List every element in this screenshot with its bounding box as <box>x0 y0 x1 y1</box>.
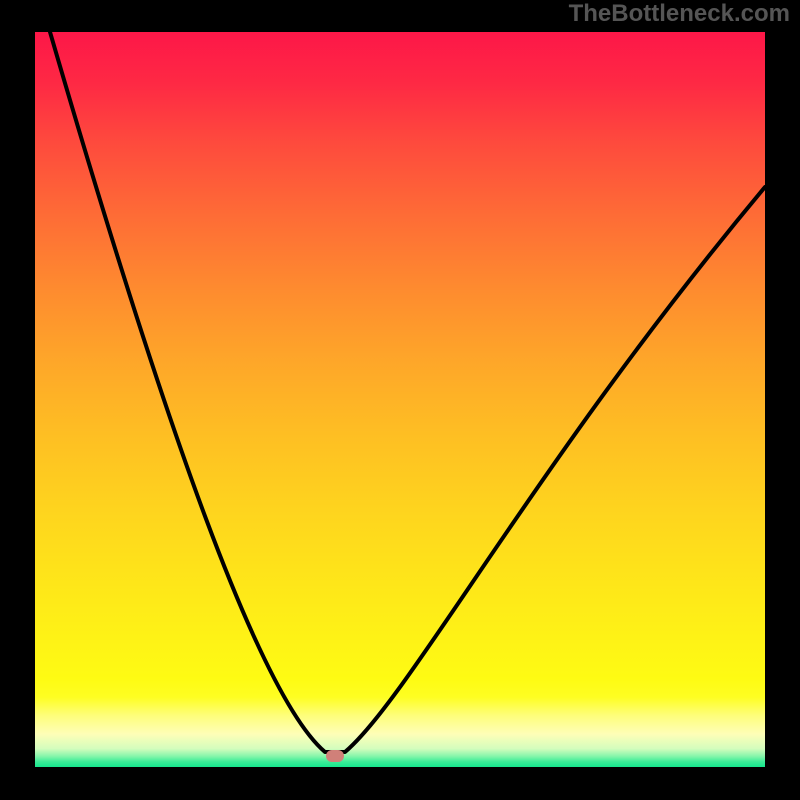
watermark-text: TheBottleneck.com <box>569 0 790 28</box>
optimal-point-marker <box>326 750 344 762</box>
gradient-background <box>35 32 765 767</box>
chart-frame: TheBottleneck.com <box>0 0 800 800</box>
bottleneck-curve-svg <box>35 32 765 767</box>
plot-area <box>35 32 765 767</box>
